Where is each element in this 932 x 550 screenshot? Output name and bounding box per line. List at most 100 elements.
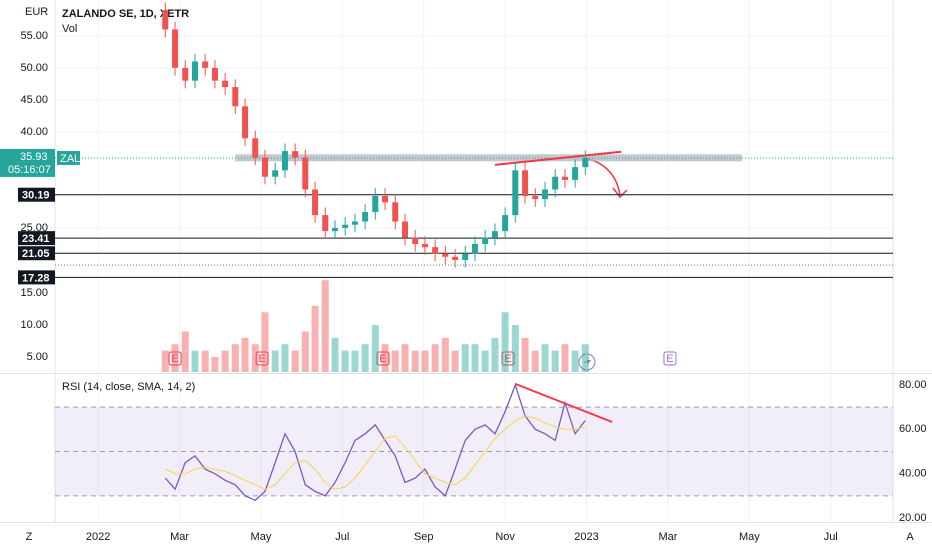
earnings-label: E — [379, 353, 386, 365]
earnings-label: E — [258, 353, 265, 365]
candle-body — [421, 243, 428, 248]
level-label: 21.05 — [22, 248, 50, 260]
level-label: 30.19 — [22, 190, 50, 202]
volume-bar — [581, 344, 589, 372]
trendline — [494, 150, 622, 166]
candle-body — [292, 151, 299, 158]
symbol-badge — [57, 150, 80, 165]
volume-bar — [481, 350, 489, 372]
chart-subtitle: Vol — [62, 23, 77, 35]
volume-bar — [551, 350, 559, 372]
volume-bar — [181, 331, 189, 372]
candle-body — [402, 221, 409, 238]
candle-body — [172, 29, 179, 68]
volume-bar — [461, 344, 469, 372]
y-tick-label: 80.00 — [899, 379, 927, 391]
x-tick-label: Jul — [335, 531, 349, 543]
candle-body — [462, 253, 469, 260]
volume-bar — [521, 337, 529, 372]
candle-body — [362, 211, 369, 222]
candle-body — [302, 157, 309, 190]
level-label: 23.41 — [22, 233, 50, 245]
chart-title: ZALANDO SE, 1D, XETR — [62, 8, 189, 20]
candle-body — [542, 189, 549, 200]
volume-bar — [161, 350, 169, 372]
volume-bar — [171, 344, 179, 372]
volume-bar — [211, 357, 219, 372]
candle-body — [272, 170, 279, 177]
candle-body — [162, 10, 169, 30]
candle-body — [452, 256, 459, 260]
axis-label: EUR — [25, 6, 48, 18]
volume-bar — [371, 325, 379, 372]
candle-body — [182, 67, 189, 81]
x-tick-label: Mar — [658, 531, 677, 543]
y-tick-label: 10.00 — [20, 319, 48, 331]
volume-bar — [331, 337, 339, 372]
volume-bar — [201, 350, 209, 372]
symbol-label: ZAL — [60, 153, 80, 165]
candle-body — [281, 151, 288, 171]
candle-body — [262, 157, 269, 177]
scale-button[interactable]: Z — [26, 531, 33, 543]
level-badge — [18, 231, 55, 246]
x-tick-label: Nov — [495, 531, 515, 543]
candle-body — [232, 87, 239, 107]
volume-bar — [321, 280, 329, 372]
candle-body — [342, 224, 349, 228]
y-tick-label: 5.00 — [27, 351, 48, 363]
earnings-label: E — [666, 353, 673, 365]
volume-bar — [561, 344, 569, 372]
earnings-marker — [376, 351, 390, 366]
auto-button[interactable]: A — [906, 531, 914, 543]
candle-body — [382, 195, 389, 203]
last-price-label: 35.93 — [20, 151, 48, 163]
volume-bar — [381, 344, 389, 372]
volume-bar — [341, 350, 349, 372]
level-badge — [18, 270, 55, 285]
volume-bar — [411, 350, 419, 372]
candle-body — [442, 253, 449, 257]
candle-body — [572, 167, 579, 180]
candle-body — [312, 189, 319, 216]
volume-bar — [291, 350, 299, 372]
volume-bar — [511, 325, 519, 372]
volume-bar — [191, 350, 199, 372]
x-tick-label: May — [739, 531, 760, 543]
volume-bar — [271, 350, 279, 372]
x-tick-label: 2023 — [574, 531, 598, 543]
volume-bar — [401, 344, 409, 372]
y-tick-label: 50.00 — [20, 62, 48, 74]
last-price-badge — [0, 148, 55, 177]
candle-body — [252, 138, 259, 158]
rsi-title: RSI (14, close, SMA, 14, 2) — [62, 381, 195, 393]
volume-bar — [231, 344, 239, 372]
candle-body — [472, 243, 479, 254]
earnings-marker — [168, 351, 182, 366]
candle-body — [202, 61, 209, 68]
candle-body — [211, 67, 218, 81]
candle-body — [222, 80, 229, 88]
volume-bar — [431, 344, 439, 372]
volume-bar — [311, 305, 319, 372]
level-badge — [18, 246, 55, 261]
y-tick-label: 40.00 — [899, 468, 927, 480]
earnings-marker — [501, 351, 515, 366]
earnings-marker — [255, 351, 269, 366]
x-tick-label: Mar — [170, 531, 189, 543]
volume-bar — [221, 350, 229, 372]
y-tick-label: 40.00 — [20, 126, 48, 138]
resistance-band — [235, 154, 743, 162]
candle-body — [582, 157, 589, 168]
candle-body — [532, 195, 539, 200]
x-tick-label: 2022 — [86, 531, 110, 543]
earnings-label: E — [171, 353, 178, 365]
volume-bar — [351, 350, 359, 372]
candle-body — [512, 170, 519, 216]
y-tick-label: 15.00 — [20, 287, 48, 299]
x-tick-label: Sep — [414, 531, 434, 543]
candle-body — [432, 247, 439, 254]
candle-body — [491, 231, 498, 238]
volume-bar — [241, 337, 249, 372]
